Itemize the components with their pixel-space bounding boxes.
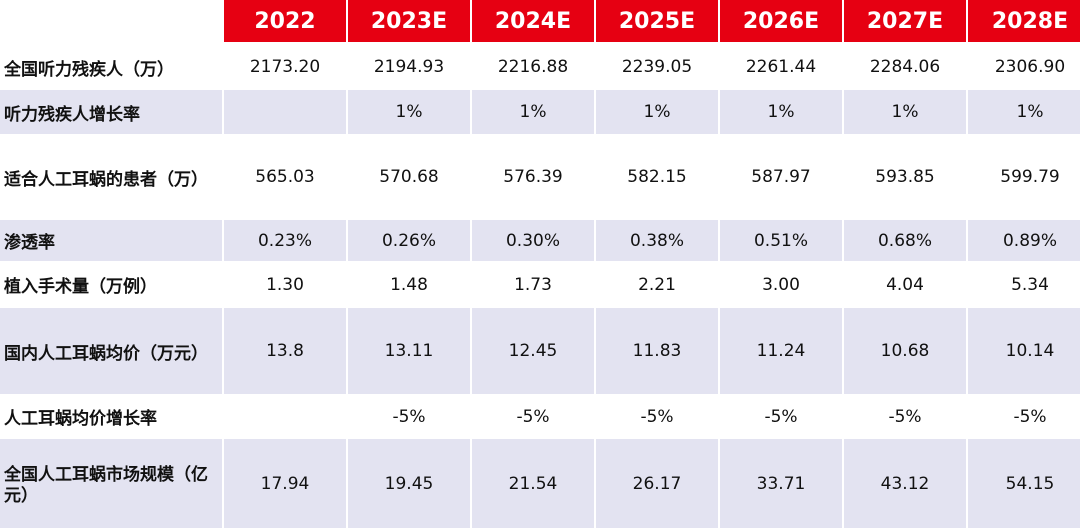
row-label-implant-volume: 植入手术量（万例） bbox=[0, 261, 222, 308]
table-cell: 0.23% bbox=[224, 220, 346, 261]
table-cell: 5.34 bbox=[968, 261, 1080, 308]
table-cell: -5% bbox=[844, 394, 966, 439]
row-label-hearing-disabled: 全国听力残疾人（万） bbox=[0, 44, 222, 90]
table-cell: 13.8 bbox=[224, 308, 346, 394]
table-cell: 10.68 bbox=[844, 308, 966, 394]
table-cell: 11.24 bbox=[720, 308, 842, 394]
header-year-2025e: 2025E bbox=[596, 0, 718, 42]
table-cell: 0.26% bbox=[348, 220, 470, 261]
table-cell: 19.45 bbox=[348, 439, 470, 528]
table-cell: 1% bbox=[720, 90, 842, 134]
table-cell: 2284.06 bbox=[844, 44, 966, 90]
table-cell: -5% bbox=[720, 394, 842, 439]
table-cell: 10.14 bbox=[968, 308, 1080, 394]
row-label-avg-price: 国内人工耳蜗均价（万元） bbox=[0, 308, 222, 394]
table-cell: 2194.93 bbox=[348, 44, 470, 90]
table-cell: -5% bbox=[348, 394, 470, 439]
table-cell: 54.15 bbox=[968, 439, 1080, 528]
header-year-2022: 2022 bbox=[224, 0, 346, 42]
table-cell: 4.04 bbox=[844, 261, 966, 308]
table-cell: 565.03 bbox=[224, 134, 346, 220]
row-label-penetration: 渗透率 bbox=[0, 220, 222, 261]
header-year-2027e: 2027E bbox=[844, 0, 966, 42]
table-cell: 1% bbox=[596, 90, 718, 134]
row-label-eligible-patients: 适合人工耳蜗的患者（万） bbox=[0, 134, 222, 220]
table-cell: 0.30% bbox=[472, 220, 594, 261]
table-cell: -5% bbox=[968, 394, 1080, 439]
table-cell: 599.79 bbox=[968, 134, 1080, 220]
table-cell: 587.97 bbox=[720, 134, 842, 220]
table-cell: 43.12 bbox=[844, 439, 966, 528]
header-year-2023e: 2023E bbox=[348, 0, 470, 42]
header-year-2028e: 2028E bbox=[968, 0, 1080, 42]
table-cell: 1% bbox=[348, 90, 470, 134]
table-cell: 12.45 bbox=[472, 308, 594, 394]
row-label-price-growth: 人工耳蜗均价增长率 bbox=[0, 394, 222, 439]
table-cell: 582.15 bbox=[596, 134, 718, 220]
table-cell: 1.73 bbox=[472, 261, 594, 308]
table-cell: 1% bbox=[968, 90, 1080, 134]
table-cell: 2216.88 bbox=[472, 44, 594, 90]
row-label-market-size: 全国人工耳蜗市场规模（亿元） bbox=[0, 439, 222, 528]
table-cell: 0.68% bbox=[844, 220, 966, 261]
table-cell: 3.00 bbox=[720, 261, 842, 308]
table-cell: -5% bbox=[596, 394, 718, 439]
table-cell: 1.30 bbox=[224, 261, 346, 308]
header-corner bbox=[0, 0, 222, 44]
table-cell: 33.71 bbox=[720, 439, 842, 528]
table-cell: 570.68 bbox=[348, 134, 470, 220]
table-cell: 11.83 bbox=[596, 308, 718, 394]
header-year-2024e: 2024E bbox=[472, 0, 594, 42]
table-cell: 576.39 bbox=[472, 134, 594, 220]
table-cell: 1% bbox=[844, 90, 966, 134]
table-cell: 2261.44 bbox=[720, 44, 842, 90]
table-cell: 1% bbox=[472, 90, 594, 134]
table-cell: 0.51% bbox=[720, 220, 842, 261]
row-label-hearing-growth: 听力残疾人增长率 bbox=[0, 90, 222, 134]
table-cell bbox=[224, 90, 346, 134]
table-cell: 26.17 bbox=[596, 439, 718, 528]
table-cell: 13.11 bbox=[348, 308, 470, 394]
table-cell: 2173.20 bbox=[224, 44, 346, 90]
table-cell: 0.89% bbox=[968, 220, 1080, 261]
table-cell: 2239.05 bbox=[596, 44, 718, 90]
table-cell: 0.38% bbox=[596, 220, 718, 261]
table-cell: 2306.90 bbox=[968, 44, 1080, 90]
table-cell: 2.21 bbox=[596, 261, 718, 308]
header-year-2026e: 2026E bbox=[720, 0, 842, 42]
table-cell: 21.54 bbox=[472, 439, 594, 528]
table-cell: 17.94 bbox=[224, 439, 346, 528]
table-cell: 1.48 bbox=[348, 261, 470, 308]
table-cell: -5% bbox=[472, 394, 594, 439]
table-cell bbox=[224, 394, 346, 439]
table-cell: 593.85 bbox=[844, 134, 966, 220]
